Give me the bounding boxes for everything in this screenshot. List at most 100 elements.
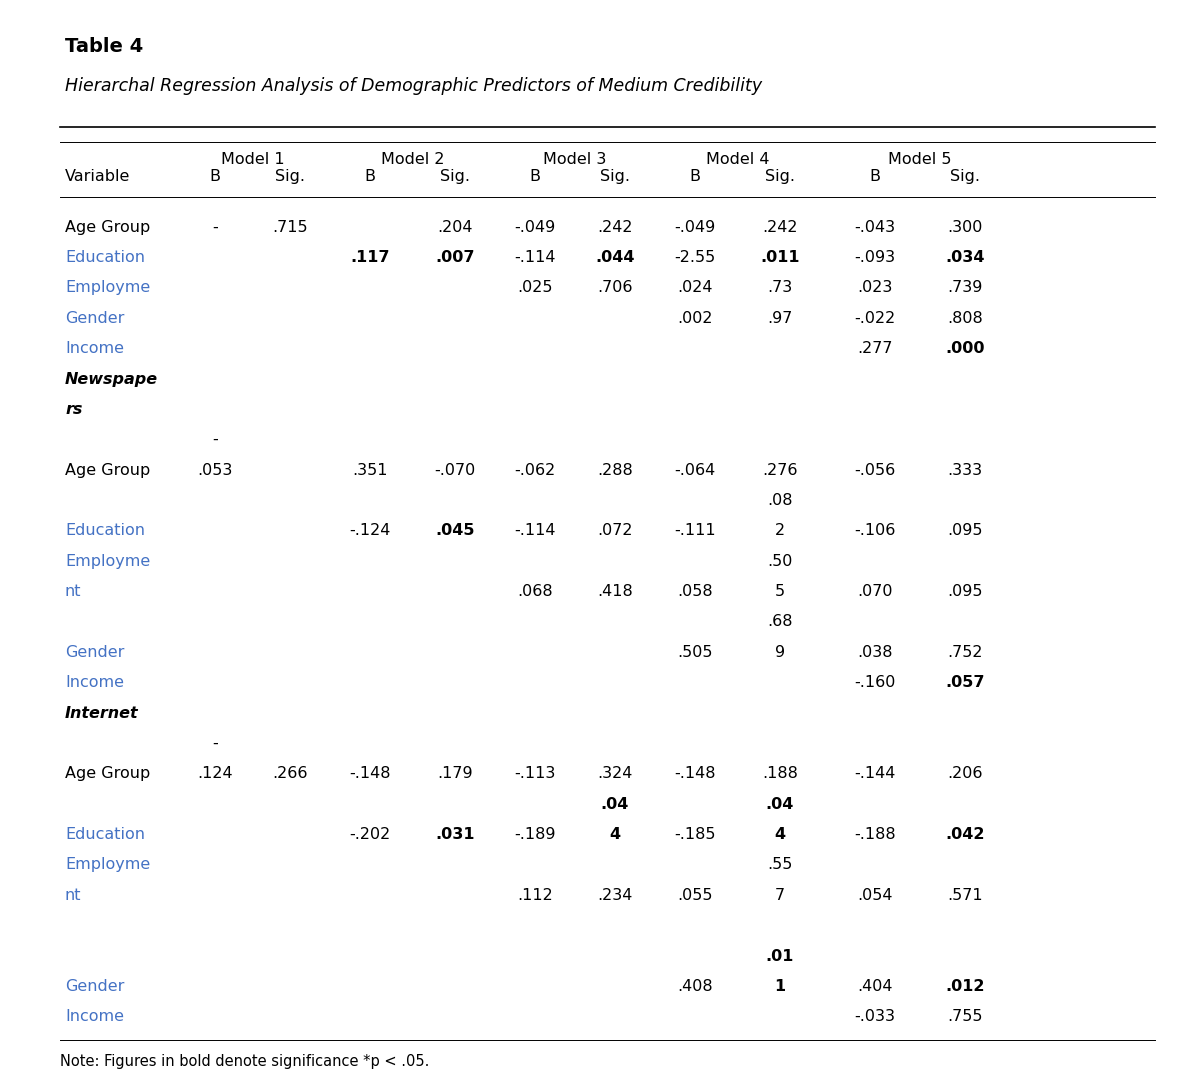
Text: Education: Education [65,827,145,842]
Text: .095: .095 [947,584,982,599]
Text: .706: .706 [598,280,633,295]
Text: .277: .277 [858,341,892,356]
Text: .242: .242 [763,220,798,235]
Text: .351: .351 [353,463,387,477]
Text: .206: .206 [947,766,982,781]
Text: B: B [530,170,541,185]
Text: Model 5: Model 5 [889,153,952,168]
Text: .324: .324 [598,766,633,781]
Text: .808: .808 [947,311,982,326]
Text: -.114: -.114 [514,524,556,539]
Text: .124: .124 [197,766,233,781]
Text: Sig.: Sig. [765,170,795,185]
Text: Hierarchal Regression Analysis of Demographic Predictors of Medium Credibility: Hierarchal Regression Analysis of Demogr… [65,77,763,95]
Text: .024: .024 [677,280,713,295]
Text: Gender: Gender [65,645,125,660]
Text: .117: .117 [350,250,390,265]
Text: 7: 7 [775,888,785,902]
Text: .007: .007 [435,250,475,265]
Text: .242: .242 [598,220,633,235]
Text: .55: .55 [767,857,792,872]
Text: .715: .715 [272,220,308,235]
Text: 1: 1 [775,979,785,994]
Text: .418: .418 [598,584,633,599]
Text: Table 4: Table 4 [65,37,144,56]
Text: -: - [213,736,217,751]
Text: .044: .044 [595,250,634,265]
Text: .188: .188 [762,766,798,781]
Text: B: B [209,170,221,185]
Text: .095: .095 [947,524,982,539]
Text: .023: .023 [858,280,892,295]
Text: Variable: Variable [65,170,131,185]
Text: Sig.: Sig. [950,170,980,185]
Text: .025: .025 [517,280,552,295]
Text: Newspape: Newspape [65,371,158,386]
Text: Employme: Employme [65,554,150,569]
Text: .50: .50 [767,554,792,569]
Text: .070: .070 [858,584,892,599]
Text: .300: .300 [947,220,982,235]
Text: -.033: -.033 [854,1010,896,1025]
Text: -.043: -.043 [854,220,896,235]
Text: .234: .234 [598,888,633,902]
Text: Income: Income [65,1010,124,1025]
Text: .276: .276 [763,463,798,477]
Text: nt: nt [65,584,82,599]
Text: -.111: -.111 [674,524,716,539]
Text: -.070: -.070 [435,463,475,477]
Text: Model 1: Model 1 [221,153,284,168]
Text: .505: .505 [677,645,713,660]
Text: 2: 2 [775,524,785,539]
Text: -.113: -.113 [514,766,556,781]
Text: .012: .012 [946,979,985,994]
Text: Age Group: Age Group [65,463,150,477]
Text: -.064: -.064 [675,463,715,477]
Text: 4: 4 [775,827,785,842]
Text: .000: .000 [946,341,985,356]
Text: Model 4: Model 4 [706,153,770,168]
Text: .072: .072 [598,524,633,539]
Text: B: B [870,170,880,185]
Text: -.160: -.160 [854,675,896,690]
Text: -.106: -.106 [854,524,896,539]
Text: .058: .058 [677,584,713,599]
Text: .002: .002 [677,311,713,326]
Text: Education: Education [65,250,145,265]
Text: -2.55: -2.55 [675,250,715,265]
Text: -.022: -.022 [854,311,896,326]
Text: .266: .266 [272,766,308,781]
Text: -.148: -.148 [349,766,391,781]
Text: .04: .04 [766,796,795,812]
Text: .404: .404 [858,979,892,994]
Text: .04: .04 [601,796,630,812]
Text: -.049: -.049 [675,220,715,235]
Text: .054: .054 [858,888,892,902]
Text: -.049: -.049 [514,220,556,235]
Text: .179: .179 [437,766,473,781]
Text: .08: .08 [767,493,792,509]
Text: Employme: Employme [65,857,150,872]
Text: Note: Figures in bold denote significance *p < .05.: Note: Figures in bold denote significanc… [61,1054,429,1069]
Text: .739: .739 [947,280,982,295]
Text: Model 3: Model 3 [543,153,607,168]
Text: -.144: -.144 [854,766,896,781]
Text: Sig.: Sig. [274,170,305,185]
Text: -.189: -.189 [514,827,556,842]
Text: nt: nt [65,888,82,902]
Text: Income: Income [65,675,124,690]
Text: .053: .053 [197,463,233,477]
Text: .01: .01 [766,949,795,964]
Text: rs: rs [65,401,82,417]
Text: .408: .408 [677,979,713,994]
Text: -.093: -.093 [854,250,896,265]
Text: Gender: Gender [65,311,125,326]
Text: Sig.: Sig. [440,170,470,185]
Text: Age Group: Age Group [65,220,150,235]
Text: Gender: Gender [65,979,125,994]
Text: -.185: -.185 [675,827,715,842]
Text: Age Group: Age Group [65,766,150,781]
Text: .68: .68 [767,615,792,630]
Text: -.062: -.062 [514,463,556,477]
Text: .571: .571 [947,888,982,902]
